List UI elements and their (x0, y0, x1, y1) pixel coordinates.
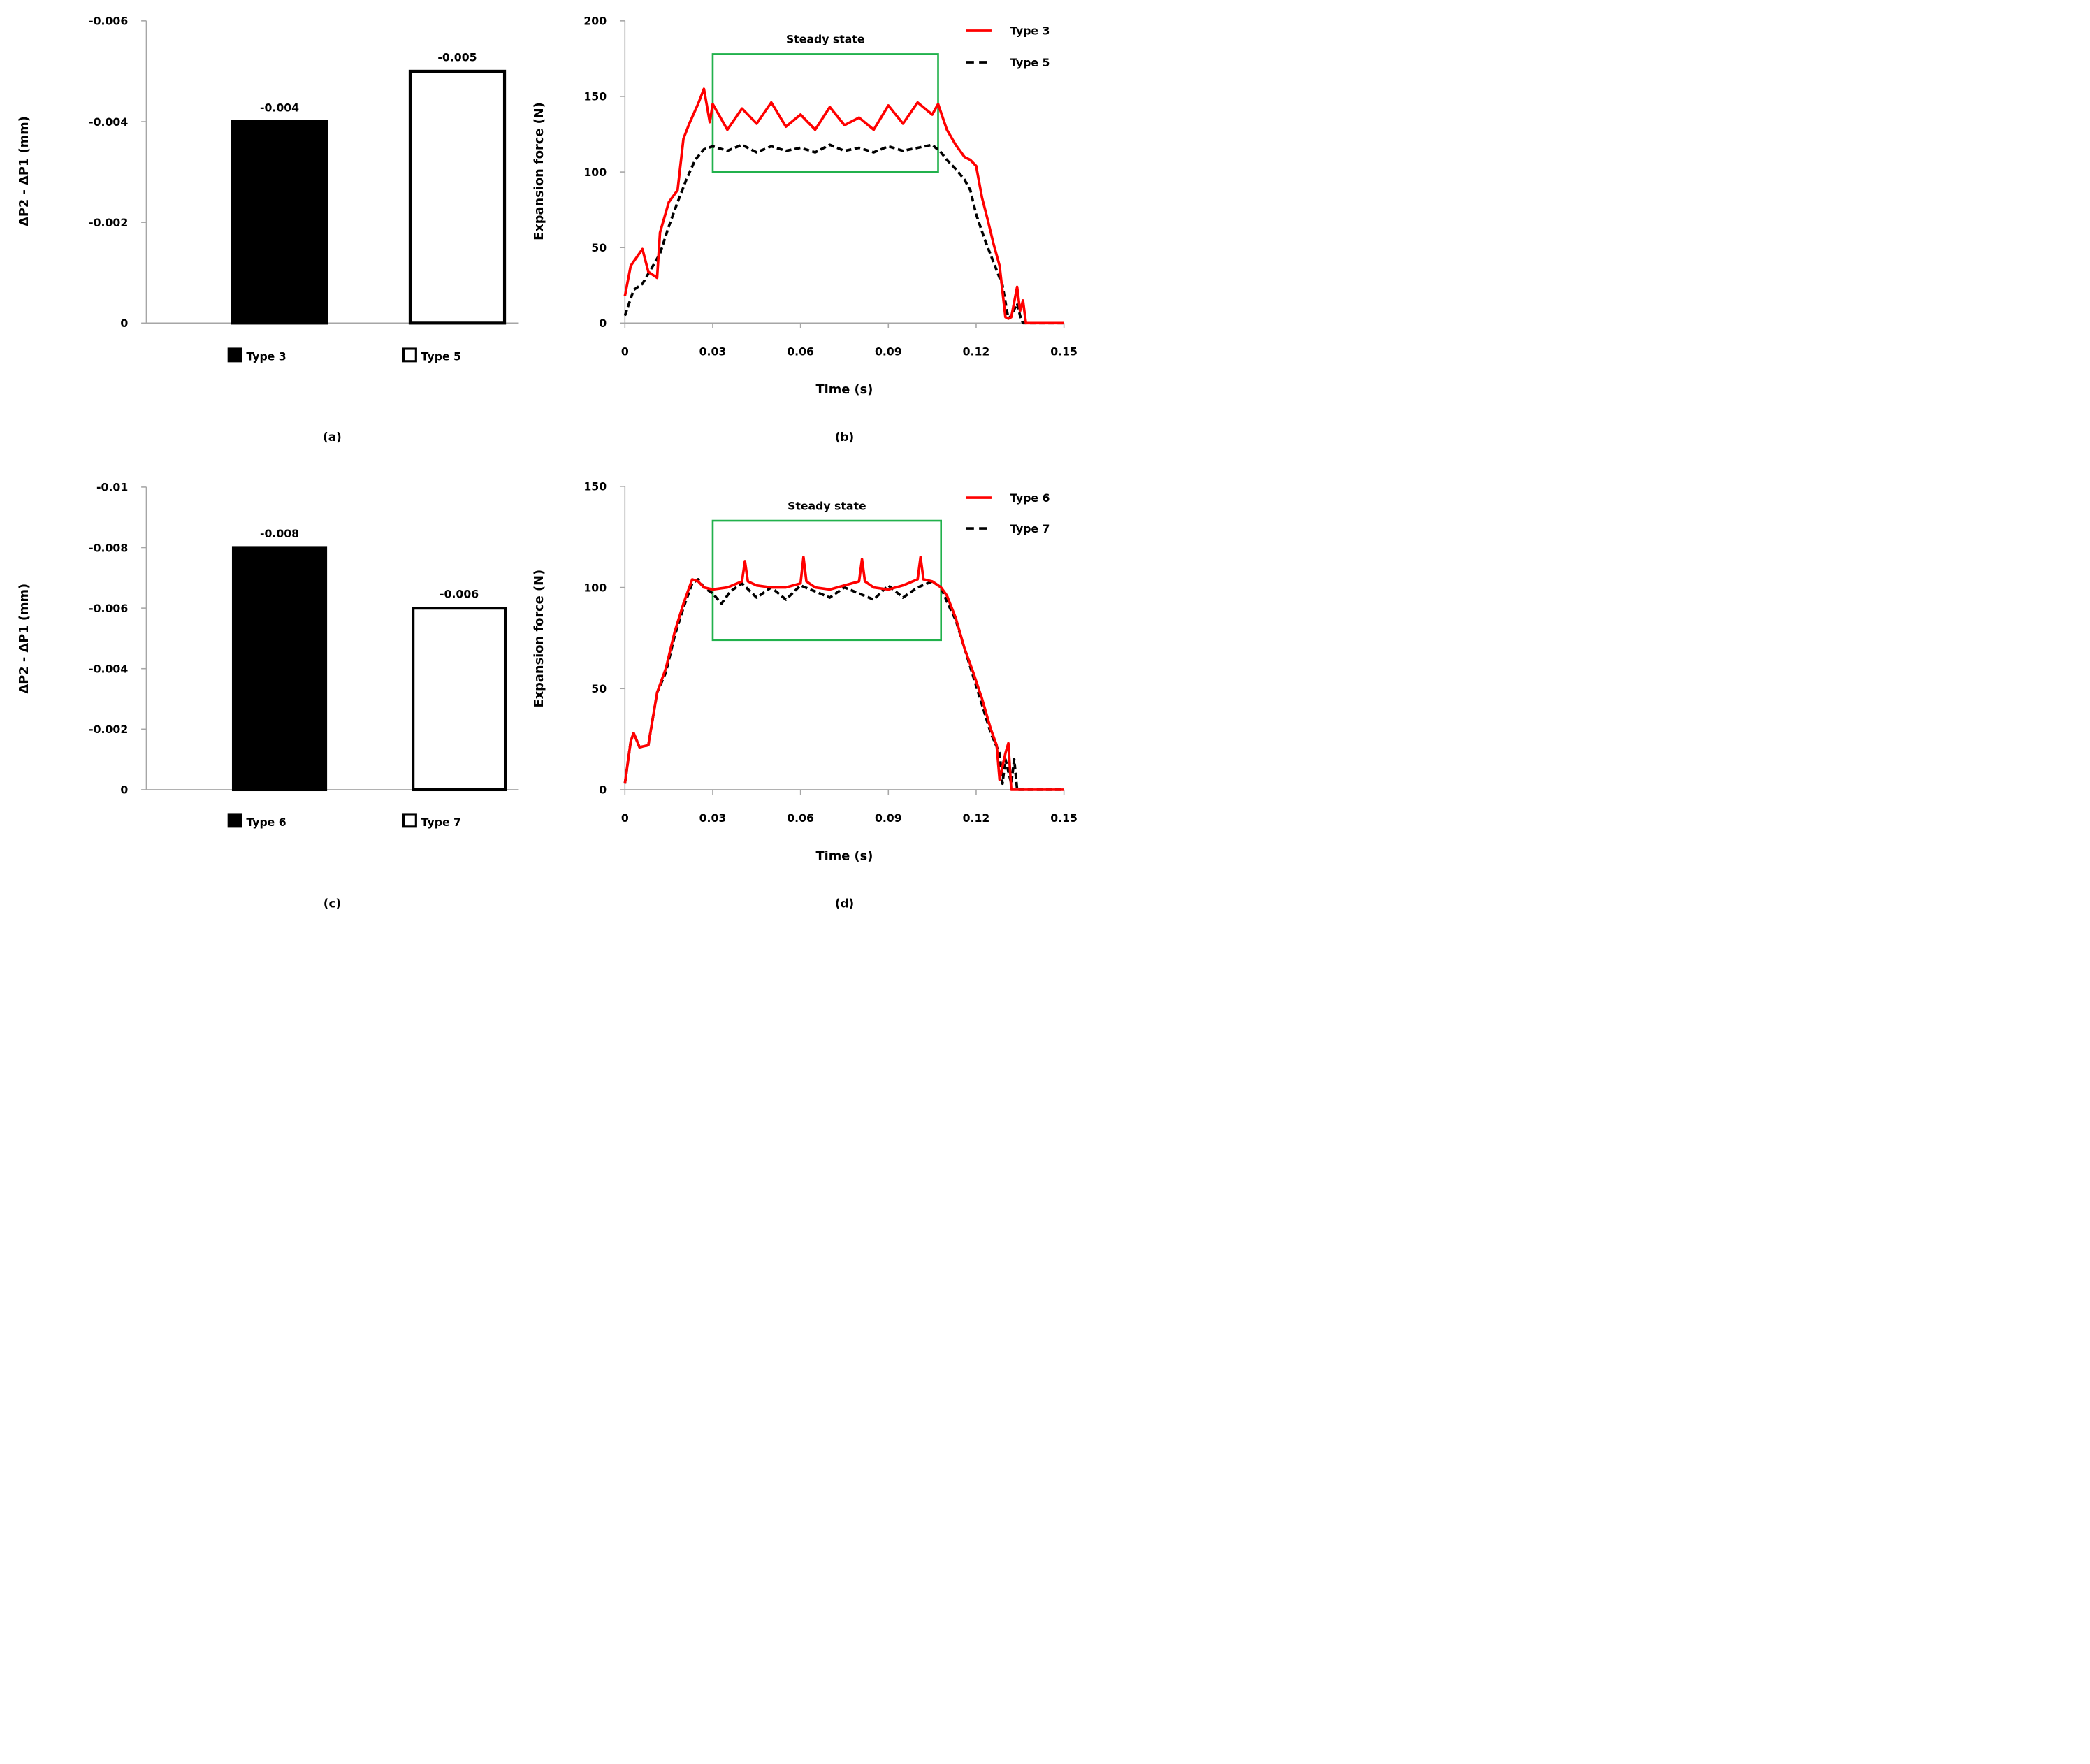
legend-label: Type 3 (1010, 24, 1050, 38)
y-tick-label: 100 (583, 581, 607, 594)
legend-label: Type 3 (246, 350, 286, 363)
x-tick-label: 0.06 (787, 811, 814, 825)
steady-state-box (711, 519, 943, 642)
steady-state-label: Steady state (786, 33, 865, 46)
y-axis-label: ΔP2 - ΔP1 (mm) (17, 584, 31, 694)
x-axis-label: Time (s) (816, 848, 873, 863)
bar-value-label: -0.008 (260, 527, 299, 540)
bar-value-label: -0.004 (260, 101, 299, 114)
x-tick-label: 0.15 (1050, 811, 1077, 825)
y-tick-label: 200 (583, 15, 607, 28)
legend-swatch (227, 347, 242, 363)
legend-label: Type 7 (421, 816, 461, 829)
legend-label: Type 6 (246, 816, 286, 829)
panel-label: (c) (324, 897, 341, 911)
x-axis-label: Time (s) (816, 382, 873, 397)
x-tick-label: 0.15 (1050, 345, 1077, 358)
x-tick-label: 0.06 (787, 345, 814, 358)
bar-value-label: -0.006 (440, 587, 479, 600)
bar-value-label: -0.005 (437, 50, 477, 64)
steady-state-box (711, 53, 939, 173)
y-tick-label: 100 (583, 166, 607, 179)
steady-state-label: Steady state (788, 499, 866, 512)
y-tick-label: -0.004 (89, 115, 128, 129)
y-tick-label: 0 (120, 783, 128, 797)
legend-label: Type 6 (1010, 491, 1050, 505)
legend-swatch (227, 813, 242, 828)
bar (408, 69, 507, 325)
x-tick-label: 0.12 (963, 345, 990, 358)
y-tick-label: -0.008 (89, 541, 128, 554)
legend-label: Type 7 (1010, 522, 1050, 535)
panel-label: (b) (835, 430, 854, 444)
y-tick-label: -0.006 (89, 15, 128, 28)
y-tick-label: -0.006 (89, 602, 128, 615)
y-tick-label: 150 (583, 480, 607, 493)
y-tick-label: -0.01 (96, 481, 128, 494)
legend-label: Type 5 (1010, 56, 1050, 69)
x-tick-label: 0.09 (875, 345, 902, 358)
y-tick-label: 0 (599, 783, 607, 797)
y-tick-label: 50 (591, 241, 607, 254)
y-tick-label: 150 (583, 90, 607, 103)
x-tick-label: 0.03 (699, 811, 727, 825)
y-tick-label: -0.002 (89, 216, 128, 229)
x-tick-label: 0 (621, 811, 629, 825)
y-tick-label: -0.004 (89, 662, 128, 675)
x-tick-label: 0.12 (963, 811, 990, 825)
series-line-type-5 (623, 143, 1064, 325)
y-tick-label: 50 (591, 682, 607, 695)
legend-label: Type 5 (421, 350, 461, 363)
x-tick-label: 0.03 (699, 345, 727, 358)
figure: 0 -0.002 -0.004 -0.006 ΔP2 - ΔP1 (mm) -0.004 T… (0, 0, 1094, 924)
series-line-type-3 (623, 87, 1064, 325)
panel-label: (a) (323, 430, 342, 444)
x-tick-label: 0 (621, 345, 629, 358)
series-line-type-6 (623, 556, 1064, 791)
legend-swatch (402, 347, 417, 363)
bar (231, 546, 328, 792)
y-axis-label: Expansion force (N) (532, 102, 546, 240)
figure-canvas: 0 -0.002 -0.004 -0.006 ΔP2 - ΔP1 (mm) -0.004 T… (17, 15, 1077, 911)
y-tick-label: 0 (120, 317, 128, 330)
y-axis-label: ΔP2 - ΔP1 (mm) (17, 116, 31, 226)
y-axis-label: Expansion force (N) (532, 570, 546, 708)
bar (231, 120, 328, 325)
legend-swatch (402, 813, 417, 828)
y-tick-label: -0.002 (89, 723, 128, 736)
bar (412, 607, 507, 792)
panel-label: (d) (835, 897, 854, 911)
x-tick-label: 0.09 (875, 811, 902, 825)
y-tick-label: 0 (599, 317, 607, 330)
